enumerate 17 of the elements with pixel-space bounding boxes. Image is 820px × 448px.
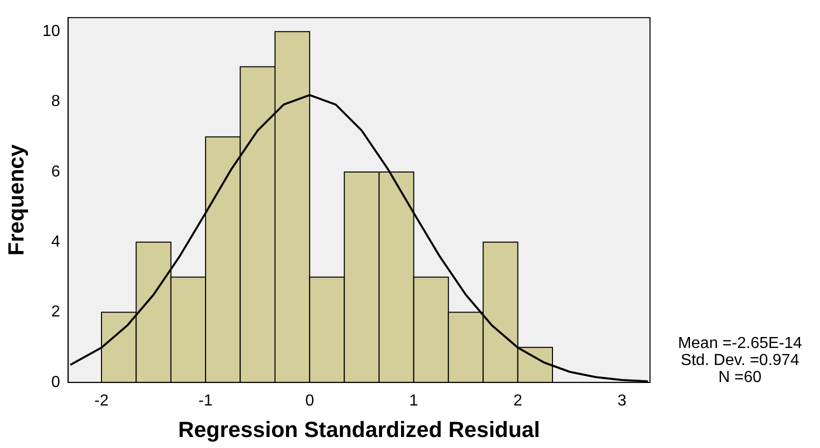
x-tick-label: -1	[198, 392, 213, 410]
x-tick-label: 2	[513, 392, 522, 410]
y-tick-label: 8	[51, 93, 60, 110]
x-tick-label: 3	[617, 392, 626, 410]
y-tick-label: 10	[42, 23, 60, 40]
y-tick-label: 2	[51, 304, 60, 321]
text: Std. Dev. =0.974	[680, 352, 800, 369]
x-tick-label: 1	[409, 392, 418, 410]
y-axis-title: Frequency	[3, 144, 28, 256]
text: N =60	[717, 369, 763, 386]
x-tick-label: -2	[94, 392, 109, 410]
x-axis-title: Regression Standardized Residual	[178, 416, 540, 442]
x-tick-label: 0	[305, 392, 314, 410]
text: Mean =-2.65E-14	[676, 335, 804, 352]
y-tick-label: 6	[51, 163, 60, 180]
y-tick-label: 4	[51, 234, 60, 250]
y-tick-label: 0	[51, 374, 60, 391]
